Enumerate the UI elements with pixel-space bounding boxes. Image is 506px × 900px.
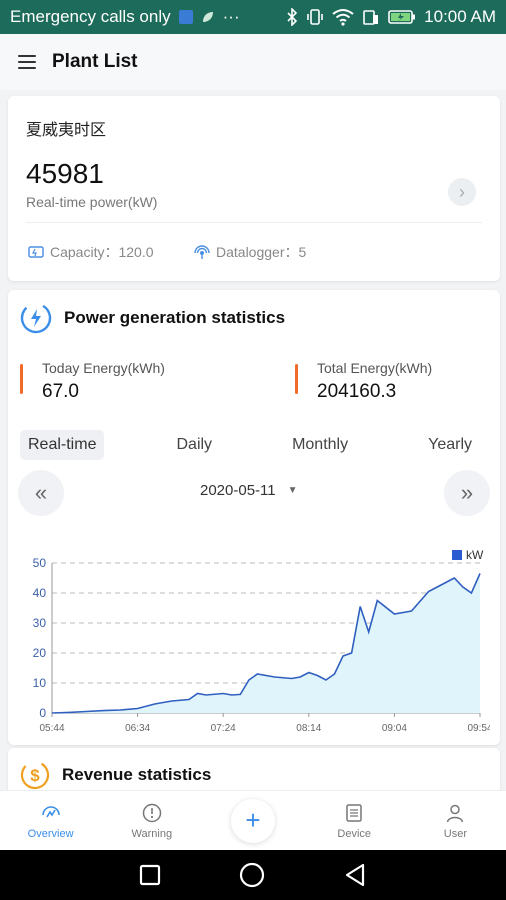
tab-overview[interactable]: Overview — [0, 791, 101, 850]
warning-icon — [142, 803, 162, 822]
recent-apps-button[interactable] — [139, 864, 161, 886]
datalogger-icon — [194, 245, 210, 259]
triangle-back-icon — [345, 863, 365, 887]
series-line — [51, 573, 481, 714]
system-nav-bar — [0, 850, 506, 900]
sim-icon — [362, 8, 380, 26]
notification-leaf-icon — [201, 10, 215, 24]
revenue-statistics-header: $ Revenue statistics — [20, 760, 211, 790]
home-button[interactable] — [239, 862, 265, 888]
today-energy-label: Today Energy(kWh) — [42, 360, 165, 376]
series-area — [52, 573, 480, 713]
x-tick-label: 07:24 — [211, 723, 236, 734]
tab-user[interactable]: User — [405, 791, 506, 850]
plant-name: 夏威夷时区 — [26, 122, 107, 139]
total-energy-value: 204160.3 — [317, 381, 397, 402]
app-bar: Plant List — [0, 34, 506, 90]
bottom-tab-bar: Overview Warning + Device User — [0, 790, 506, 850]
x-tick-label: 09:54 — [467, 723, 490, 734]
divider — [26, 222, 482, 223]
total-energy-label: Total Energy(kWh) — [317, 360, 433, 376]
tab-daily[interactable]: Daily — [176, 436, 213, 453]
x-tick-label: 09:04 — [382, 723, 407, 734]
circle-icon — [239, 862, 265, 888]
realtime-power-label: Real-time power(kW) — [26, 194, 158, 210]
menu-icon[interactable] — [18, 55, 36, 69]
power-statistics-header: Power generation statistics — [20, 302, 285, 334]
more-notifications-icon: ··· — [222, 7, 240, 26]
y-tick-label: 30 — [33, 616, 47, 630]
square-icon — [139, 864, 161, 886]
vibrate-icon — [306, 8, 324, 26]
realtime-power-value: 45981 — [26, 158, 104, 189]
device-icon — [346, 803, 362, 822]
tab-add[interactable]: + — [202, 791, 303, 850]
selected-date: 2020-05-11 — [200, 482, 276, 499]
wifi-icon — [332, 8, 354, 26]
tab-warning[interactable]: Warning — [101, 791, 202, 850]
tab-real-time[interactable]: Real-time — [20, 430, 105, 460]
today-energy-marker — [20, 364, 23, 394]
power-statistics-title: Power generation statistics — [64, 308, 286, 327]
tab-device[interactable]: Device — [304, 791, 405, 850]
lightning-icon — [20, 302, 52, 334]
today-energy-value: 67.0 — [42, 381, 79, 402]
y-tick-label: 50 — [33, 556, 47, 570]
user-icon — [447, 804, 464, 822]
capacity-text: Capacity：120.0 — [50, 244, 154, 260]
capacity-icon — [28, 246, 44, 258]
chevron-right-icon: › — [459, 181, 465, 202]
add-button[interactable]: + — [231, 798, 275, 843]
x-tick-label: 08:14 — [296, 723, 321, 734]
power-chart: 0 10 20 30 40 50 05:44 06:34 07:24 08:14 09:04 09:5… — [33, 548, 490, 734]
tab-yearly[interactable]: Yearly — [428, 436, 472, 453]
plus-icon: + — [245, 805, 261, 835]
date-selector[interactable]: 2020-05-11 ▼ — [200, 482, 298, 499]
x-tick-label: 05:44 — [39, 723, 64, 734]
double-chevron-left-icon: « — [34, 480, 48, 505]
y-tick-label: 0 — [39, 706, 46, 720]
svg-text:$: $ — [30, 766, 40, 785]
period-tabs: Real-time Daily Monthly Yearly — [20, 430, 480, 460]
plant-detail-button[interactable]: › — [448, 178, 476, 206]
date-navigator: « 2020-05-11 ▼ » — [18, 470, 490, 516]
notification-app-icon — [178, 10, 193, 24]
capacity-info: Capacity：120.0 — [28, 242, 154, 262]
page-title: Plant List — [52, 51, 138, 72]
y-tick-label: 20 — [33, 646, 47, 660]
total-energy: Total Energy(kWh) 204160.3 — [295, 360, 432, 403]
total-energy-marker — [295, 364, 298, 394]
battery-icon — [388, 9, 416, 25]
status-bar: Emergency calls only ··· 10:00 AM — [0, 0, 506, 34]
legend-swatch — [452, 550, 462, 560]
dollar-icon: $ — [20, 760, 50, 790]
overview-icon — [41, 805, 60, 817]
legend-label: kW — [466, 548, 484, 562]
tab-user-label: User — [443, 827, 468, 840]
plant-card[interactable]: 夏威夷时区 45981 Real-time power(kW) › Capaci… — [8, 96, 500, 281]
previous-date-button[interactable]: « — [18, 470, 64, 516]
clock-text: 10:00 AM — [424, 7, 496, 26]
bluetooth-icon — [286, 8, 298, 26]
double-chevron-right-icon: » — [460, 480, 474, 505]
tab-warning-label: Warning — [131, 827, 173, 840]
revenue-statistics-title: Revenue statistics — [62, 765, 212, 784]
y-tick-label: 40 — [33, 586, 47, 600]
carrier-text: Emergency calls only — [10, 7, 171, 26]
next-date-button[interactable]: » — [444, 470, 490, 516]
y-tick-label: 10 — [33, 676, 47, 690]
datalogger-info: Datalogger：5 — [194, 242, 306, 262]
datalogger-text: Datalogger：5 — [216, 244, 307, 260]
power-statistics-card: Power generation statistics Today Energy… — [8, 290, 500, 745]
tab-overview-label: Overview — [27, 827, 74, 840]
tab-device-label: Device — [337, 827, 372, 840]
back-button[interactable] — [343, 863, 367, 887]
x-tick-label: 06:34 — [125, 723, 150, 734]
tab-monthly[interactable]: Monthly — [292, 436, 349, 453]
caret-down-icon: ▼ — [287, 485, 298, 496]
today-energy: Today Energy(kWh) 67.0 — [20, 360, 165, 403]
